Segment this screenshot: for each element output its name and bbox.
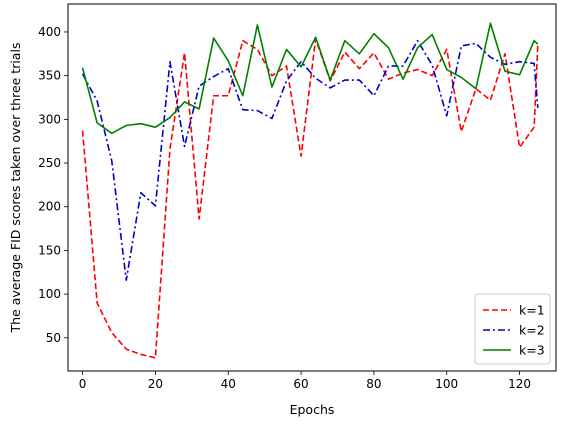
x-tick-label: 120 [508, 377, 531, 391]
series-line-3 [81, 22, 539, 135]
series-line-1 [81, 38, 539, 359]
legend-box [474, 293, 551, 365]
y-tick-label: 300 [38, 112, 61, 126]
y-tick-label: 200 [38, 200, 61, 214]
y-tick-label: 100 [38, 287, 61, 301]
y-axis-label: The average FID scores taken over three … [8, 43, 23, 334]
y-tick-label: 400 [38, 25, 61, 39]
y-tick-label: 50 [46, 331, 61, 345]
x-axis-label: Epochs [290, 402, 335, 417]
legend: k=1 k=2 k=3 [474, 293, 551, 365]
x-tick-label: 20 [148, 377, 163, 391]
legend-label-3: k=3 [519, 343, 545, 358]
x-tick-label: 0 [79, 377, 87, 391]
x-tick-label: 100 [435, 377, 458, 391]
series-layer [81, 22, 539, 359]
plot-frame [67, 3, 557, 372]
y-tick-label: 250 [38, 156, 61, 170]
legend-label-1: k=1 [519, 303, 545, 318]
y-tick-label: 350 [38, 69, 61, 83]
x-tick-label: 80 [366, 377, 381, 391]
x-tick-label: 60 [293, 377, 308, 391]
y-tick-label: 150 [38, 243, 61, 257]
ticks-layer: 0 20 40 60 80 100 120 50 100 150 200 250 300 350 400 [38, 25, 531, 391]
legend-label-2: k=2 [519, 323, 545, 338]
x-tick-label: 40 [221, 377, 236, 391]
